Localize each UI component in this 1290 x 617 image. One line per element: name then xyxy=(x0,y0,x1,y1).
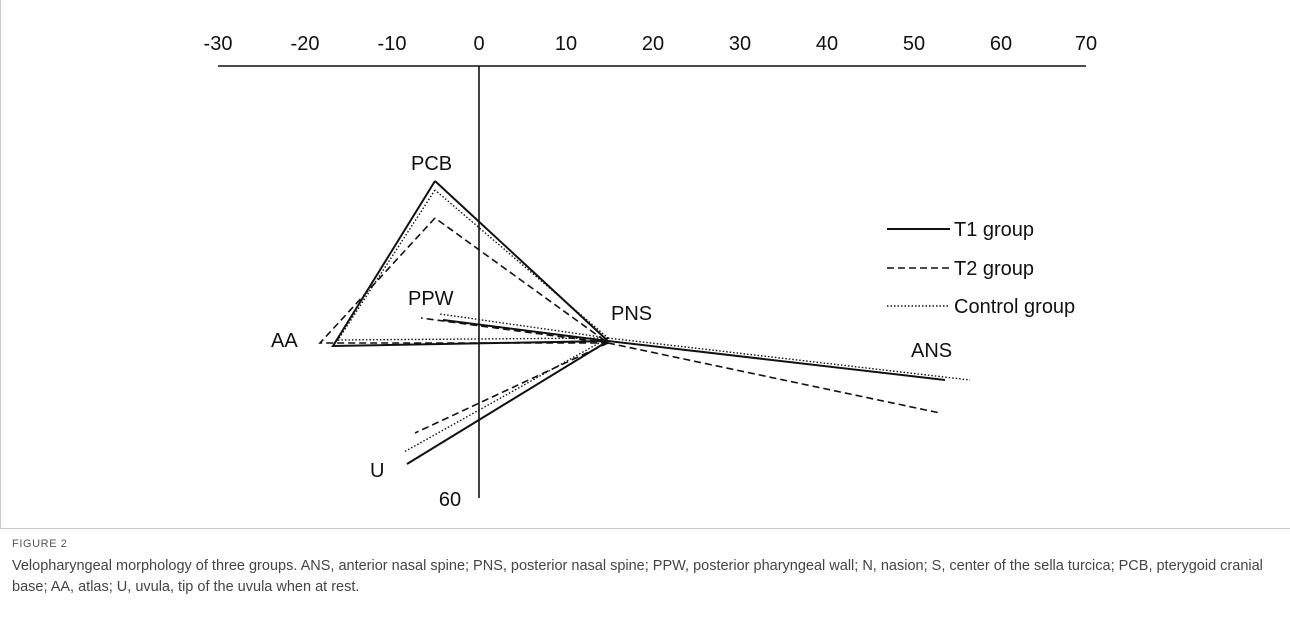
x-tick-label: -20 xyxy=(291,33,320,55)
x-tick-label: 70 xyxy=(1075,33,1097,55)
figure-caption-title: FIGURE 2 xyxy=(12,538,68,550)
control-pns-ans-line xyxy=(607,337,971,381)
x-tick-label: 60 xyxy=(990,33,1012,55)
figure-caption-text: Velopharyngeal morphology of three group… xyxy=(12,558,1263,595)
legend-label-t2: T2 group xyxy=(954,258,1034,280)
point-label-u: U xyxy=(370,460,384,482)
x-tick-label: 0 xyxy=(473,33,484,55)
x-tick-label: 40 xyxy=(816,33,838,55)
x-tick-label: 50 xyxy=(903,33,925,55)
legend-label-t1: T1 group xyxy=(954,219,1034,241)
point-label-pns: PNS xyxy=(611,303,652,325)
t1-pns-ppw-line xyxy=(442,319,609,342)
t2-pns-u-line xyxy=(414,342,609,434)
t2-pns-ppw-line xyxy=(420,317,609,344)
t1-pns-u-line xyxy=(406,340,609,465)
control-triangle xyxy=(336,189,610,341)
velopharyngeal-diagram: -30 -20 -10 0 10 20 30 40 50 60 70 60 PC… xyxy=(204,33,1098,511)
x-tick-label: -30 xyxy=(204,33,233,55)
control-group-outline xyxy=(336,189,971,453)
figure-frame xyxy=(0,0,1290,529)
point-label-aa: AA xyxy=(271,330,298,352)
legend-label-control: Control group xyxy=(954,296,1075,318)
point-label-pcb: PCB xyxy=(411,153,452,175)
x-tick-label: 10 xyxy=(555,33,577,55)
control-pns-u-line xyxy=(403,337,609,453)
point-label-ppw: PPW xyxy=(408,288,454,310)
legend: T1 group T2 group Control group xyxy=(887,219,1075,318)
t1-pns-ans-line xyxy=(607,340,946,381)
x-tick-label: 20 xyxy=(642,33,664,55)
y-tick-label: 60 xyxy=(439,489,461,511)
control-pns-ppw-line xyxy=(439,313,609,339)
t2-pns-ans-line xyxy=(607,342,941,414)
x-tick-label: -10 xyxy=(378,33,407,55)
t2-triangle xyxy=(318,217,611,344)
t2-group-outline xyxy=(318,217,941,434)
frame-left-rule xyxy=(0,0,1,528)
x-tick-label: 30 xyxy=(729,33,751,55)
t1-triangle xyxy=(331,180,611,348)
point-label-ans: ANS xyxy=(911,340,952,362)
